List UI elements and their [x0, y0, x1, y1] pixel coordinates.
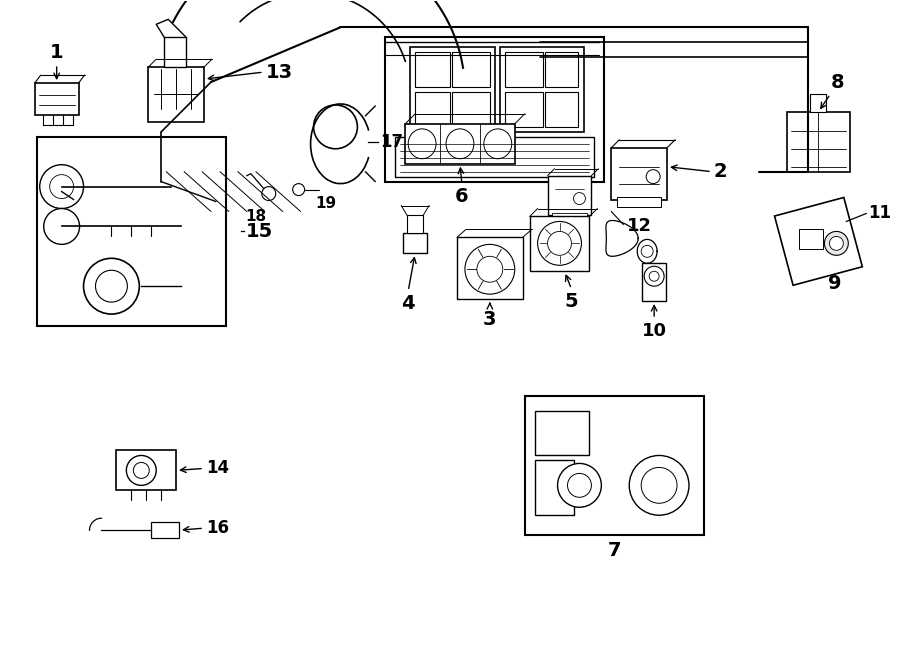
Text: 4: 4	[401, 293, 415, 313]
Bar	[798, 229, 824, 249]
Bar	[405, 124, 515, 164]
Circle shape	[568, 473, 591, 497]
Text: 3: 3	[483, 309, 497, 329]
Bar	[544, 92, 579, 127]
Bar	[535, 410, 590, 455]
Text: 19: 19	[316, 196, 337, 211]
Circle shape	[126, 455, 157, 485]
Text: 11: 11	[868, 204, 891, 223]
Bar	[415, 52, 450, 87]
Bar	[505, 52, 543, 87]
Circle shape	[84, 258, 140, 314]
Bar	[148, 67, 204, 122]
Circle shape	[646, 170, 660, 184]
Text: 15: 15	[246, 222, 273, 241]
Text: 7: 7	[608, 541, 621, 560]
Circle shape	[830, 237, 843, 251]
Bar	[395, 137, 594, 176]
Text: 18: 18	[246, 209, 266, 224]
Circle shape	[44, 208, 79, 245]
Bar	[403, 233, 427, 253]
Text: 8: 8	[831, 73, 844, 91]
Text: 12: 12	[627, 217, 652, 235]
Bar	[415, 92, 450, 127]
Bar	[611, 148, 667, 200]
Bar	[407, 215, 423, 233]
Bar	[164, 37, 186, 67]
Bar	[552, 214, 588, 223]
Circle shape	[465, 245, 515, 294]
Text: 9: 9	[828, 274, 842, 293]
Bar	[643, 263, 666, 301]
Circle shape	[644, 266, 664, 286]
Bar	[811, 94, 826, 112]
Bar	[452, 92, 490, 127]
Circle shape	[40, 165, 84, 208]
Bar	[530, 217, 590, 271]
Text: 10: 10	[642, 322, 667, 340]
Text: 1: 1	[50, 43, 64, 61]
Circle shape	[547, 231, 572, 255]
Circle shape	[262, 186, 275, 200]
Text: 16: 16	[206, 519, 229, 537]
Ellipse shape	[484, 129, 512, 159]
Bar	[116, 451, 176, 490]
Bar	[452, 52, 490, 87]
Text: 6: 6	[455, 187, 469, 206]
Circle shape	[133, 463, 149, 479]
Circle shape	[95, 270, 128, 302]
Text: 5: 5	[564, 292, 579, 311]
Circle shape	[557, 463, 601, 507]
Bar	[535, 461, 574, 515]
Bar	[547, 176, 591, 215]
Circle shape	[641, 467, 677, 503]
Bar	[151, 522, 179, 538]
Circle shape	[477, 256, 503, 282]
Text: 17: 17	[381, 133, 403, 151]
Ellipse shape	[409, 129, 436, 159]
Bar	[525, 396, 704, 535]
Circle shape	[292, 184, 304, 196]
Bar	[787, 112, 850, 172]
Circle shape	[629, 455, 689, 515]
Text: 2: 2	[714, 162, 727, 181]
Circle shape	[641, 245, 653, 257]
Bar	[617, 196, 662, 206]
Text: 13: 13	[266, 63, 292, 81]
Circle shape	[313, 105, 357, 149]
Circle shape	[824, 231, 849, 255]
Circle shape	[50, 175, 74, 198]
Bar	[505, 92, 543, 127]
Circle shape	[537, 221, 581, 265]
Bar	[457, 237, 523, 299]
Circle shape	[649, 271, 659, 281]
Bar	[37, 137, 226, 326]
Bar	[410, 47, 495, 132]
Circle shape	[573, 192, 585, 204]
Bar	[544, 52, 579, 87]
Bar	[775, 198, 862, 286]
Bar	[385, 37, 604, 182]
Bar	[35, 83, 78, 115]
Ellipse shape	[446, 129, 474, 159]
Text: 14: 14	[206, 459, 230, 477]
Bar	[500, 47, 584, 132]
